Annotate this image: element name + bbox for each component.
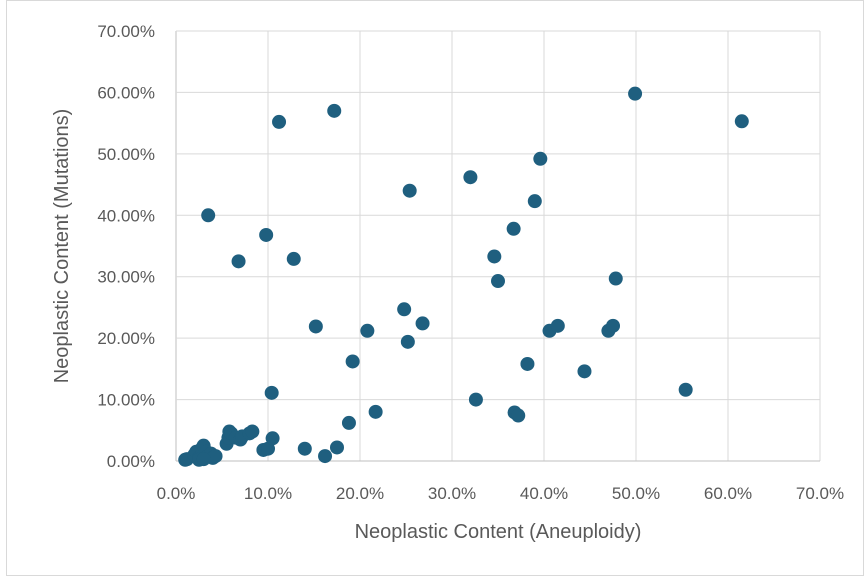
gridlines xyxy=(175,30,821,462)
data-point xyxy=(527,194,542,209)
data-point xyxy=(360,323,375,338)
data-points xyxy=(178,86,749,467)
data-point xyxy=(734,114,749,129)
tick-labels: 0.0% 10.0% 20.0% 30.0% 40.0% 50.0% 60.0% 70.0% 0… xyxy=(97,22,844,503)
data-point xyxy=(577,364,592,379)
data-point xyxy=(400,334,415,349)
data-point xyxy=(201,208,216,223)
data-point xyxy=(468,392,483,407)
data-point xyxy=(286,251,301,266)
data-point xyxy=(397,302,412,317)
x-tick-label: 30.0% xyxy=(428,484,476,503)
y-axis-title: Neoplastic Content (Mutations) xyxy=(51,109,73,384)
data-point xyxy=(511,408,526,423)
x-tick-label: 10.0% xyxy=(244,484,292,503)
x-tick-label: 50.0% xyxy=(612,484,660,503)
y-tick-label: 60.00% xyxy=(97,83,155,102)
data-point xyxy=(341,415,356,430)
data-point xyxy=(297,441,312,456)
data-point xyxy=(463,170,478,185)
data-point xyxy=(261,441,275,456)
data-point xyxy=(318,449,333,464)
data-point xyxy=(196,452,211,467)
data-point xyxy=(678,382,693,397)
data-point xyxy=(231,254,246,269)
data-point xyxy=(608,271,623,286)
y-tick-label: 30.00% xyxy=(97,268,155,287)
chart-area xyxy=(6,0,864,576)
y-tick-label: 70.00% xyxy=(97,22,155,41)
x-tick-label: 0.0% xyxy=(157,484,196,503)
y-tick-label: 10.00% xyxy=(97,391,155,410)
data-point xyxy=(415,316,430,331)
data-point xyxy=(259,227,274,242)
data-point xyxy=(487,249,502,264)
data-point xyxy=(327,103,342,118)
data-point xyxy=(402,183,417,198)
y-tick-label: 20.00% xyxy=(97,329,155,348)
data-point xyxy=(550,318,565,333)
data-point xyxy=(208,449,223,464)
x-axis-title: Neoplastic Content (Aneuploidy) xyxy=(355,521,642,543)
x-tick-label: 40.0% xyxy=(520,484,568,503)
data-point xyxy=(628,86,643,101)
data-point xyxy=(606,318,620,333)
data-point xyxy=(245,424,260,439)
data-point xyxy=(330,440,344,455)
data-point xyxy=(491,274,505,289)
data-point xyxy=(345,354,360,369)
data-point xyxy=(368,404,383,419)
x-tick-label: 70.0% xyxy=(796,484,844,503)
x-tick-label: 20.0% xyxy=(336,484,384,503)
data-point xyxy=(265,431,280,446)
data-point xyxy=(506,221,521,236)
data-point xyxy=(533,151,548,166)
data-point xyxy=(272,114,287,129)
data-point xyxy=(264,385,279,400)
data-point xyxy=(308,319,323,334)
y-tick-label: 50.00% xyxy=(97,145,155,164)
data-point xyxy=(520,356,535,371)
y-tick-label: 40.00% xyxy=(97,206,155,225)
y-tick-label: 0.00% xyxy=(107,452,155,471)
x-tick-label: 60.0% xyxy=(704,484,752,503)
